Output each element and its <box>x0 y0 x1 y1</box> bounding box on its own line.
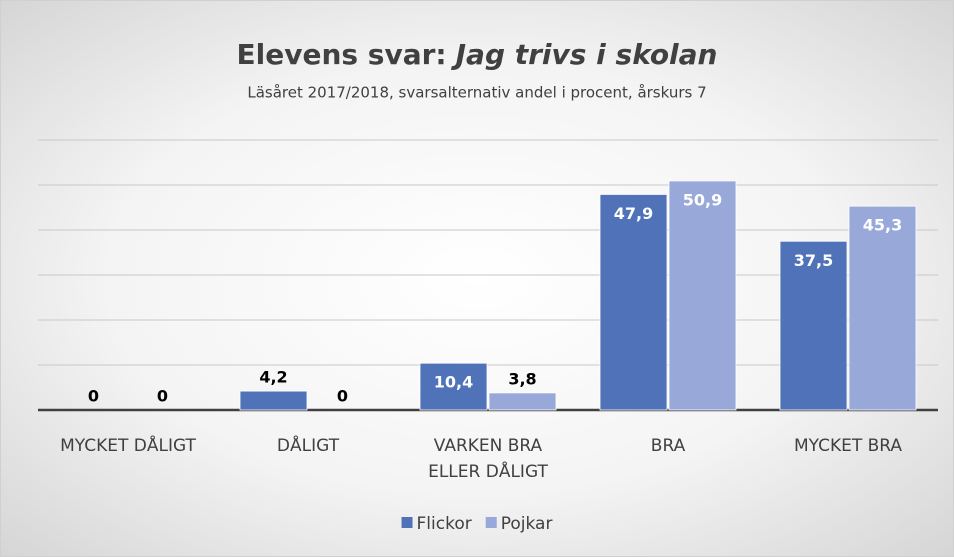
bar <box>419 362 488 411</box>
legend-label: Pojkar <box>501 514 553 534</box>
x-tick-label: DÅLIGT <box>277 434 340 456</box>
bar <box>779 240 848 411</box>
bar <box>599 194 668 411</box>
data-label: 4,2 <box>259 368 287 387</box>
title-italic: Jag trivs i skolan <box>451 38 718 71</box>
legend-item: Pojkar <box>485 514 553 534</box>
x-tick-label: BRA <box>651 436 686 456</box>
legend-label: Flickor <box>417 514 472 534</box>
legend-item: Flickor <box>401 514 472 534</box>
bar <box>668 180 737 411</box>
x-tick-label: MYCKET DÅLIGT <box>60 434 196 456</box>
data-label: 3,8 <box>508 369 536 388</box>
bar <box>239 390 308 411</box>
data-label: 0 <box>157 387 168 406</box>
legend: Flickor Pojkar <box>401 514 553 534</box>
legend-swatch <box>401 517 413 528</box>
data-label: 47,9 <box>614 204 653 223</box>
data-label: 0 <box>88 387 99 406</box>
data-label: 45,3 <box>863 216 902 235</box>
bar <box>848 205 917 411</box>
data-label: 10,4 <box>434 373 473 392</box>
x-tick-label: MYCKET BRA <box>794 436 902 456</box>
legend-swatch <box>485 517 497 528</box>
data-label: 0 <box>337 387 348 406</box>
title-main: Elevens svar: <box>237 38 447 71</box>
data-label: 37,5 <box>794 251 833 270</box>
x-tick-label: VARKEN BRA ELLER DÅLIGT <box>428 436 548 482</box>
chart-title: Elevens svar: Jag trivs i skolan <box>237 38 718 71</box>
chart-subtitle: Läsåret 2017/2018, svarsalternativ andel… <box>247 84 706 102</box>
bar <box>488 392 557 411</box>
data-label: 50,9 <box>683 190 722 209</box>
